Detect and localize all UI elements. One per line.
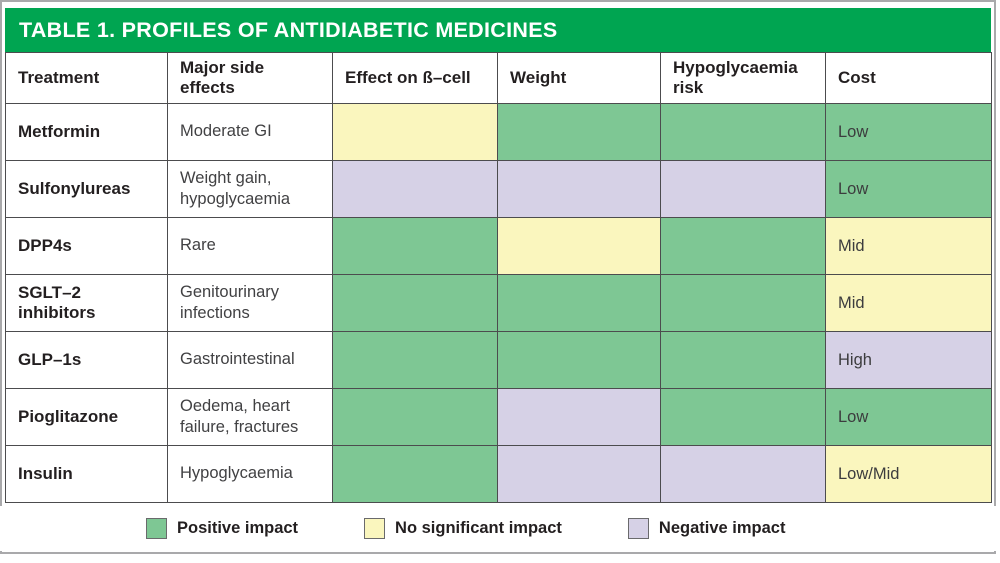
- hypo-risk-impact-cell: [660, 217, 826, 275]
- weight-impact-cell: [497, 388, 661, 446]
- beta-cell-impact-cell: [332, 160, 498, 218]
- no-significant-impact-swatch-icon: [364, 518, 386, 539]
- column-header-side-effects: Major side effects: [167, 52, 333, 104]
- treatment-cell: Pioglitazone: [5, 388, 168, 446]
- side-effects-cell: Oedema, heart failure, fractures: [167, 388, 333, 446]
- legend: Positive impact No significant impact Ne…: [0, 506, 996, 551]
- negative-impact-swatch-icon: [627, 518, 649, 539]
- side-effects-cell: Rare: [167, 217, 333, 275]
- weight-impact-cell: [497, 160, 661, 218]
- positive-impact-swatch-icon: [146, 518, 167, 539]
- weight-impact-cell: [497, 331, 661, 389]
- hypo-risk-impact-cell: [660, 331, 826, 389]
- side-effects-cell: Gastrointestinal: [167, 331, 333, 389]
- weight-impact-cell: [497, 274, 661, 332]
- weight-impact-cell: [497, 103, 661, 161]
- beta-cell-impact-cell: [332, 388, 498, 446]
- cost-cell: Low/Mid: [825, 445, 992, 503]
- table-header: Treatment Major side effects Effect on ß…: [5, 52, 992, 104]
- treatment-cell: Sulfonylureas: [5, 160, 168, 218]
- treatment-cell: SGLT–2 inhibitors: [5, 274, 168, 332]
- column-header-treatment: Treatment: [5, 52, 168, 104]
- column-header-beta-cell: Effect on ß–cell: [332, 52, 498, 104]
- hypo-risk-impact-cell: [660, 103, 826, 161]
- treatment-cell: DPP4s: [5, 217, 168, 275]
- legend-label: Positive impact: [177, 519, 299, 537]
- treatment-cell: Metformin: [5, 103, 168, 161]
- table-row: Metformin Moderate GI Low: [5, 103, 992, 161]
- hypo-risk-impact-cell: [660, 388, 826, 446]
- cost-cell: Low: [825, 160, 992, 218]
- beta-cell-impact-cell: [332, 445, 498, 503]
- hypo-risk-impact-cell: [660, 274, 826, 332]
- cost-cell: Mid: [825, 274, 992, 332]
- column-header-hypo-risk: Hypoglycaemia risk: [660, 52, 826, 104]
- header-row: Treatment Major side effects Effect on ß…: [5, 52, 992, 104]
- side-effects-cell: Moderate GI: [167, 103, 333, 161]
- table-body: Metformin Moderate GI Low Sulfonylureas …: [5, 103, 992, 503]
- beta-cell-impact-cell: [332, 103, 498, 161]
- legend-item-positive: Positive impact: [146, 518, 298, 539]
- side-effects-cell: Genitourinary infections: [167, 274, 333, 332]
- treatment-cell: Insulin: [5, 445, 168, 503]
- cost-cell: Low: [825, 388, 992, 446]
- side-effects-cell: Weight gain, hypoglycaemia: [167, 160, 333, 218]
- legend-item-negative: Negative impact: [627, 518, 786, 539]
- column-header-weight: Weight: [497, 52, 661, 104]
- beta-cell-impact-cell: [332, 217, 498, 275]
- hypo-risk-impact-cell: [660, 445, 826, 503]
- table-row: Insulin Hypoglycaemia Low/Mid: [5, 445, 992, 503]
- antidiabetic-medicines-table: Treatment Major side effects Effect on ß…: [5, 52, 992, 503]
- legend-label: Negative impact: [658, 519, 786, 537]
- beta-cell-impact-cell: [332, 331, 498, 389]
- table-row: SGLT–2 inhibitors Genitourinary infectio…: [5, 274, 992, 332]
- cost-cell: Mid: [825, 217, 992, 275]
- beta-cell-impact-cell: [332, 274, 498, 332]
- column-header-cost: Cost: [825, 52, 992, 104]
- legend-label: No significant impact: [395, 519, 562, 537]
- table-row: Pioglitazone Oedema, heart failure, frac…: [5, 388, 992, 446]
- cost-cell: High: [825, 331, 992, 389]
- treatment-cell: GLP–1s: [5, 331, 168, 389]
- side-effects-cell: Hypoglycaemia: [167, 445, 333, 503]
- table-row: Sulfonylureas Weight gain, hypoglycaemia…: [5, 160, 992, 218]
- cost-cell: Low: [825, 103, 992, 161]
- table-row: GLP–1s Gastrointestinal High: [5, 331, 992, 389]
- table-title-bar: TABLE 1. PROFILES OF ANTIDIABETIC MEDICI…: [5, 8, 991, 52]
- hypo-risk-impact-cell: [660, 160, 826, 218]
- weight-impact-cell: [497, 217, 661, 275]
- legend-item-none: No significant impact: [364, 518, 562, 539]
- table-row: DPP4s Rare Mid: [5, 217, 992, 275]
- weight-impact-cell: [497, 445, 661, 503]
- table-title: TABLE 1. PROFILES OF ANTIDIABETIC MEDICI…: [19, 17, 558, 42]
